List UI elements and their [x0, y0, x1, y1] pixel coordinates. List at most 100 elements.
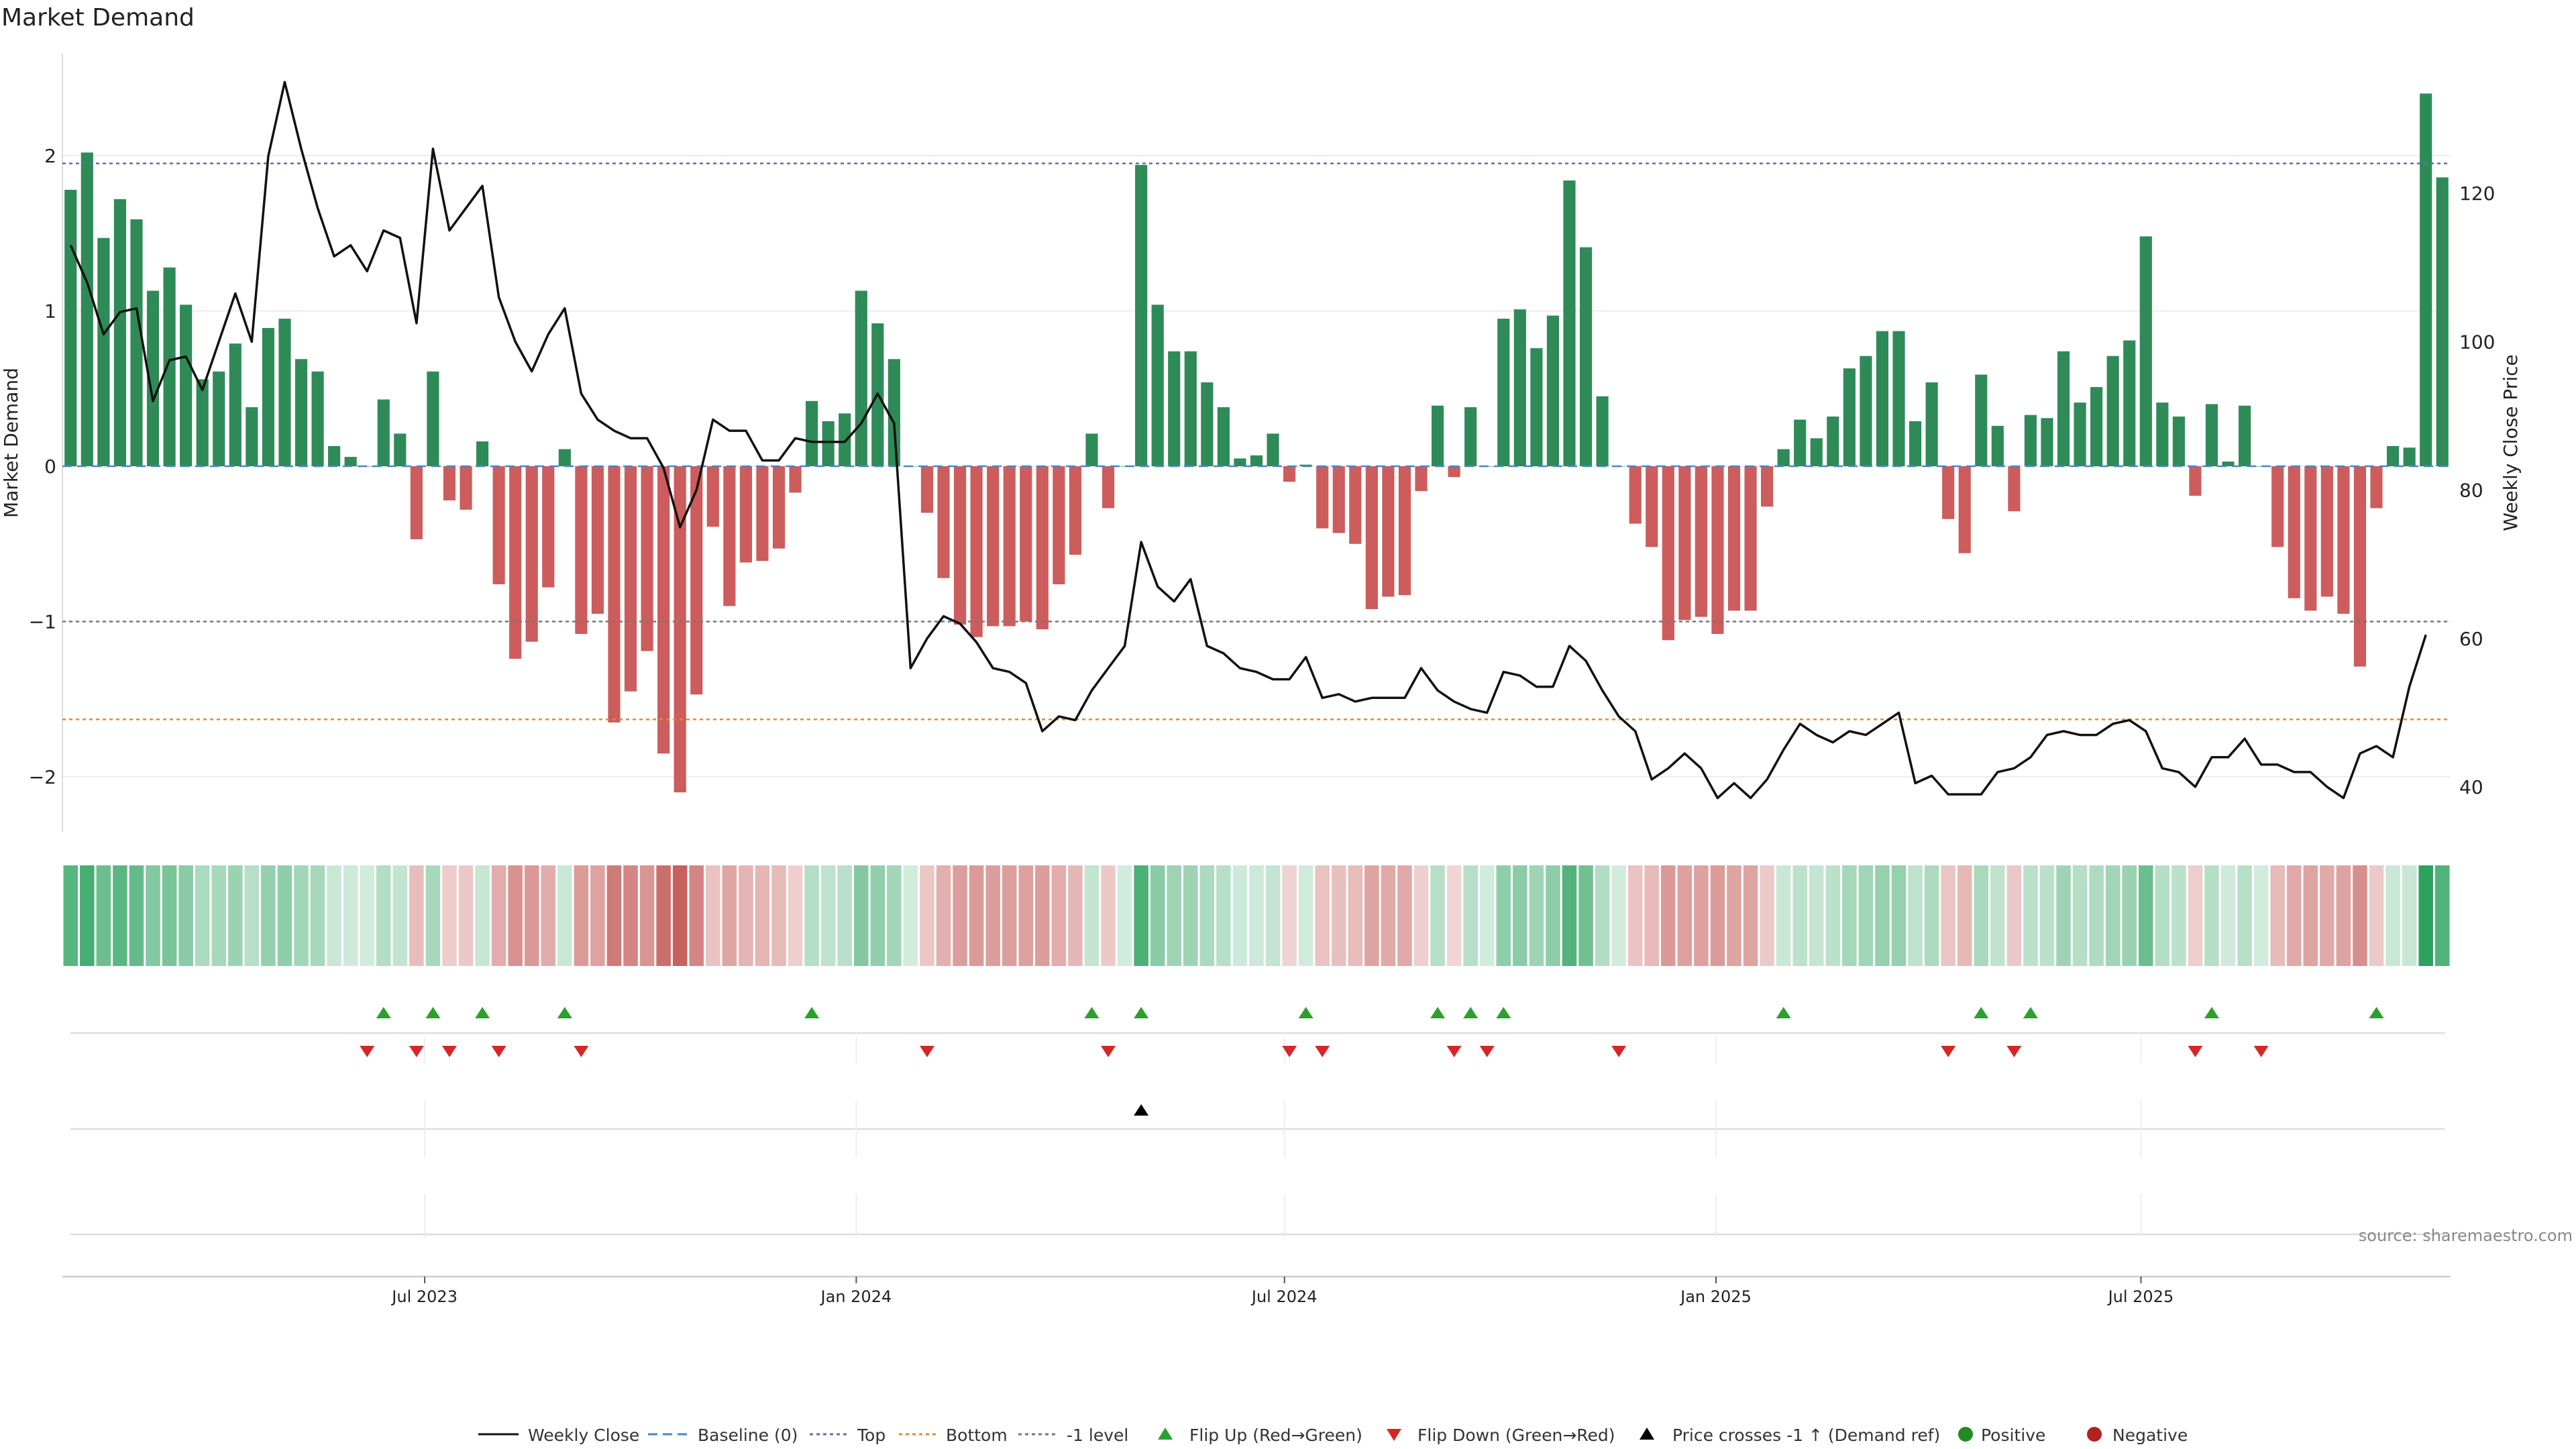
heat-cell	[1710, 865, 1725, 966]
axis-ticks: 2 1 0 −1 −2 120 100 80 60 40	[29, 145, 2496, 798]
flip-down-marker	[2006, 1046, 2022, 1057]
demand-bar	[1069, 466, 1082, 555]
demand-bar	[163, 267, 176, 466]
demand-bar	[377, 399, 390, 466]
heat-cell	[903, 865, 918, 966]
demand-bar	[1283, 466, 1296, 482]
heat-cell	[1792, 865, 1807, 966]
legend-label: Flip Down (Green→Red)	[1417, 1426, 1615, 1445]
heat-cell	[1265, 865, 1281, 966]
demand-bar	[1513, 309, 1526, 466]
demand-bar	[1431, 405, 1444, 466]
legend-label: Negative	[2112, 1426, 2188, 1445]
heat-cell	[310, 865, 325, 966]
demand-bar	[2172, 416, 2185, 466]
heat-cell	[1051, 865, 1067, 966]
heat-cell	[953, 865, 967, 966]
demand-bar	[657, 466, 670, 754]
heat-cell	[1611, 865, 1626, 966]
heat-cell	[2072, 865, 2088, 966]
demand-bar	[1662, 466, 1674, 641]
demand-bar	[1184, 351, 1197, 466]
flip-up-marker	[2369, 1007, 2384, 1018]
demand-bar	[1860, 356, 1872, 466]
flip-up-marker	[425, 1007, 441, 1018]
heat-cell	[1413, 865, 1429, 966]
heat-cell	[2286, 865, 2302, 966]
heat-cell	[2039, 865, 2055, 966]
demand-bar	[2041, 418, 2053, 466]
flip-down-marker	[491, 1046, 506, 1057]
demand-bar	[888, 359, 900, 466]
heat-cell	[1496, 865, 1511, 966]
demand-bar	[1646, 466, 1658, 547]
demand-bar	[1003, 466, 1016, 627]
flip-up-marker	[804, 1007, 820, 1018]
heat-cell	[1002, 865, 1017, 966]
heat-cell	[1364, 865, 1379, 966]
flip-down-marker	[1446, 1046, 1462, 1057]
flip-up-marker	[376, 1007, 391, 1018]
heat-cell	[129, 865, 144, 966]
heat-cell	[2139, 865, 2153, 966]
demand-bar	[756, 466, 769, 561]
heat-cell	[1858, 865, 1874, 966]
demand-bar	[1053, 466, 1065, 584]
heat-cell	[1578, 865, 1593, 966]
demand-bar	[1464, 407, 1477, 466]
heat-cell	[244, 865, 260, 966]
demand-bar	[361, 466, 374, 467]
flip-down-marker	[1101, 1046, 1116, 1057]
heat-cell	[96, 865, 111, 966]
heat-cell	[195, 865, 210, 966]
heat-cell	[1315, 865, 1330, 966]
flip-down-marker	[574, 1046, 589, 1057]
heat-cell	[1891, 865, 1907, 966]
demand-bar	[1958, 466, 1971, 553]
legend-label: Bottom	[946, 1426, 1008, 1445]
demand-bar	[789, 466, 802, 493]
flip-down-marker	[1315, 1046, 1330, 1057]
demand-bar	[1415, 466, 1428, 492]
weekly-close-line	[69, 80, 2427, 800]
heat-cell	[2220, 865, 2236, 966]
x-axis: Jul 2023 Jan 2024 Jul 2024 Jan 2025 Jul 2025	[62, 1275, 2451, 1306]
y-left-tick-label: 1	[44, 301, 56, 323]
legend-label: Flip Up (Red→Green)	[1189, 1426, 1362, 1445]
demand-bar	[575, 466, 588, 635]
flip-up-marker	[475, 1007, 490, 1018]
y-right-tick-label: 80	[2459, 480, 2483, 502]
source-note: source: sharemaestro.com	[2359, 1226, 2573, 1245]
heat-cell	[80, 865, 95, 966]
demand-bar	[1711, 466, 1724, 635]
demand-bar	[1020, 466, 1032, 622]
heat-cell	[2270, 865, 2285, 966]
demand-bar	[1909, 421, 1922, 466]
heat-cell	[1035, 865, 1050, 966]
heat-cell	[2122, 865, 2137, 966]
x-tick-label: Jul 2024	[1250, 1287, 1318, 1306]
flip-up-marker	[1776, 1007, 1791, 1018]
flip-down-marker	[1479, 1046, 1495, 1057]
heat-cell	[1941, 865, 1955, 966]
legend-swatch	[1387, 1429, 1401, 1441]
flip-up-marker	[1430, 1007, 1446, 1018]
heat-cell	[1282, 865, 1297, 966]
heat-cell	[1743, 865, 1758, 966]
heat-cell	[820, 865, 836, 966]
demand-bar	[262, 327, 274, 466]
legend-swatch	[1640, 1428, 1654, 1440]
heat-cell	[1150, 865, 1165, 966]
heat-cell	[590, 865, 605, 966]
heat-cell	[1990, 865, 2005, 966]
heat-cell	[211, 865, 227, 966]
heat-cell	[1134, 865, 1148, 966]
heat-cell	[557, 865, 572, 966]
demand-bar	[970, 466, 983, 637]
heat-cell	[1430, 865, 1445, 966]
heat-cell	[1875, 865, 1890, 966]
heat-cell	[343, 865, 358, 966]
demand-bar	[723, 466, 736, 606]
demand-bar	[1168, 351, 1181, 466]
heat-cell	[1661, 865, 1676, 966]
